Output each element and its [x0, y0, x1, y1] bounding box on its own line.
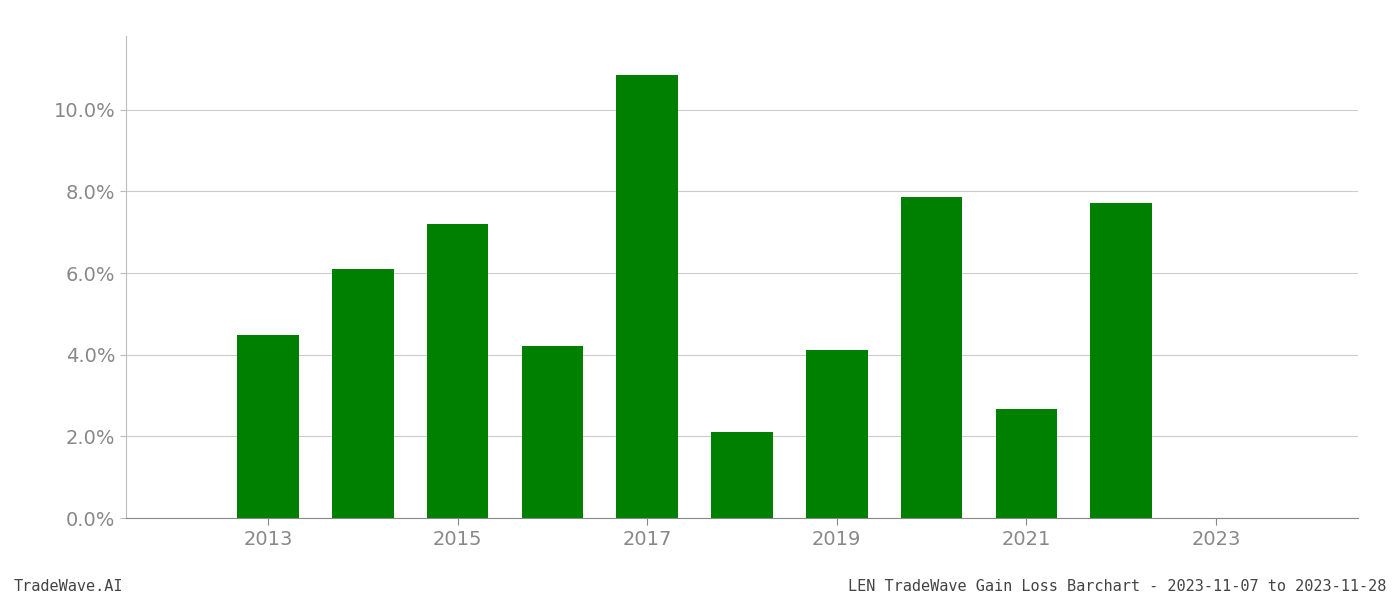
Bar — [616, 75, 678, 518]
Text: LEN TradeWave Gain Loss Barchart - 2023-11-07 to 2023-11-28: LEN TradeWave Gain Loss Barchart - 2023-… — [847, 579, 1386, 594]
Bar — [522, 346, 584, 518]
Bar — [1091, 203, 1152, 518]
Bar — [427, 224, 489, 518]
Bar — [900, 197, 962, 518]
Bar — [995, 409, 1057, 518]
Bar — [332, 269, 393, 518]
Bar — [711, 431, 773, 518]
Bar — [806, 350, 868, 518]
Bar — [238, 335, 300, 518]
Text: TradeWave.AI: TradeWave.AI — [14, 579, 123, 594]
